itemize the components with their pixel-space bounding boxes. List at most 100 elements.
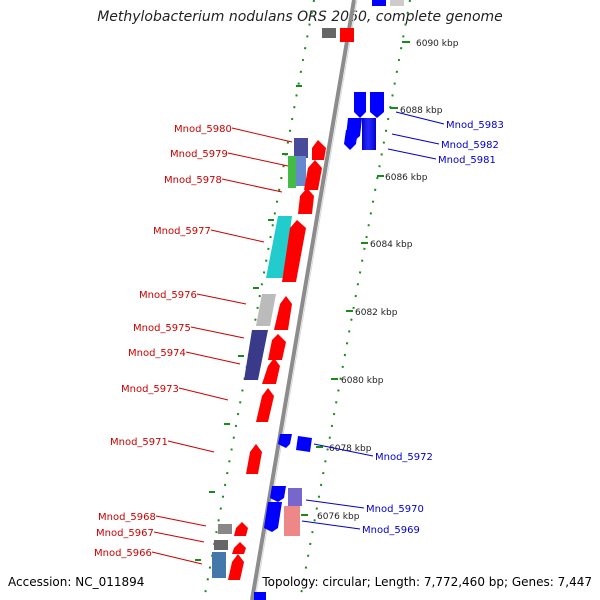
gene-label[interactable]: Mnod_5975: [133, 323, 191, 334]
gene-block[interactable]: [296, 436, 312, 452]
gene-block[interactable]: [344, 130, 358, 150]
gene-label[interactable]: Mnod_5981: [438, 155, 496, 166]
gene-block[interactable]: [212, 552, 226, 578]
label-leader: [305, 499, 365, 509]
gene-block[interactable]: [218, 524, 232, 534]
scale-tick: 6086 kbp: [377, 173, 428, 183]
gene-label[interactable]: Mnod_5972: [375, 452, 433, 463]
gene-label[interactable]: Mnod_5966: [94, 548, 152, 559]
gene-block[interactable]: [354, 92, 366, 118]
gene-block-partial[interactable]: [372, 0, 386, 6]
gene-block[interactable]: [282, 220, 306, 282]
label-leader: [231, 127, 293, 143]
left-track-ticks: [195, 85, 302, 561]
gene-cluster-5966-5968[interactable]: [212, 522, 248, 580]
gene-block[interactable]: [284, 506, 300, 536]
gene-block[interactable]: [296, 156, 306, 186]
scale-tick: 6090 kbp: [402, 39, 459, 49]
gene-cluster-5972[interactable]: [278, 434, 312, 452]
gene-cluster-5978-5980[interactable]: [288, 138, 326, 214]
gene-block[interactable]: [256, 294, 276, 326]
gene-cluster-5974-5976[interactable]: [244, 294, 292, 384]
gene-block[interactable]: [268, 334, 286, 360]
gene-block[interactable]: [294, 138, 308, 158]
accession-text: Accession: NC_011894: [8, 575, 145, 589]
gene-block[interactable]: [304, 160, 322, 190]
scale-tick-label: 6076 kbp: [317, 512, 360, 522]
label-leader: [221, 178, 283, 193]
scale-tick: 6080 kbp: [331, 376, 384, 386]
gene-label[interactable]: Mnod_5978: [164, 175, 222, 186]
gene-block[interactable]: [370, 92, 384, 118]
gene-block[interactable]: [278, 434, 292, 448]
gene-block[interactable]: [274, 296, 292, 330]
label-leader: [301, 520, 361, 530]
label-leader: [151, 551, 203, 565]
gene-block[interactable]: [298, 188, 314, 214]
gene-block[interactable]: [288, 488, 302, 506]
scale-tick-label: 6078 kbp: [329, 444, 372, 454]
scale-tick-label: 6082 kbp: [355, 308, 398, 318]
scale-tick-label: 6080 kbp: [341, 376, 384, 386]
gene-label[interactable]: Mnod_5971: [110, 437, 168, 448]
gene-block-partial[interactable]: [254, 592, 266, 600]
gene-block[interactable]: [264, 502, 282, 532]
gene-label[interactable]: Mnod_5974: [128, 348, 186, 359]
gene-cluster-5969-5970[interactable]: [264, 486, 302, 536]
gene-block[interactable]: [244, 330, 268, 380]
gene-block[interactable]: [288, 156, 296, 188]
gene-block-partial[interactable]: [390, 0, 404, 6]
gene-label[interactable]: Mnod_5983: [446, 120, 504, 131]
gene-block[interactable]: [270, 486, 286, 502]
gene-block[interactable]: [312, 140, 326, 160]
gene-label[interactable]: Mnod_5977: [153, 226, 211, 237]
gene-block[interactable]: [246, 444, 262, 474]
label-leader: [190, 326, 245, 339]
gene-label[interactable]: Mnod_5969: [362, 525, 420, 536]
gene-label[interactable]: Mnod_5976: [139, 290, 197, 301]
gene-block[interactable]: [234, 522, 248, 536]
gene-label[interactable]: Mnod_5979: [170, 149, 228, 160]
label-leader: [196, 293, 247, 305]
label-leader: [167, 440, 215, 453]
gene-cluster-5981-5983[interactable]: [344, 92, 384, 150]
map-title: Methylobacterium nodulans ORS 2060, comp…: [97, 9, 503, 25]
gene-label[interactable]: Mnod_5967: [96, 528, 154, 539]
gene-block[interactable]: [214, 540, 228, 550]
gene-label[interactable]: Mnod_5973: [121, 384, 179, 395]
left-labels: Mnod_5980 Mnod_5979 Mnod_5978 Mnod_5977 …: [94, 124, 293, 565]
scale-tick-label: 6084 kbp: [370, 240, 413, 250]
gene-block-partial[interactable]: [322, 28, 336, 38]
scale-tick-label: 6086 kbp: [385, 173, 428, 183]
label-leader: [185, 351, 241, 365]
label-leader: [155, 515, 207, 527]
scale-tick: 6088 kbp: [390, 106, 443, 116]
label-leader: [178, 387, 229, 401]
scale-tick-label: 6090 kbp: [416, 39, 459, 49]
genome-backbone: [250, 0, 356, 600]
gene-label[interactable]: Mnod_5980: [174, 124, 232, 135]
gene-label[interactable]: Mnod_5982: [441, 140, 499, 151]
scale-tick: 6076 kbp: [301, 512, 360, 522]
gene-cluster-5971-5973[interactable]: [246, 388, 274, 474]
gene-block[interactable]: [262, 358, 280, 384]
gene-block-partial[interactable]: [340, 28, 354, 42]
scale-ticks: 6090 kbp 6088 kbp 6086 kbp 6084 kbp 6082…: [301, 39, 459, 522]
label-leader: [313, 443, 374, 457]
label-leader: [227, 152, 289, 167]
gene-label[interactable]: Mnod_5968: [98, 512, 156, 523]
top-partial-features[interactable]: [322, 0, 404, 42]
gene-block[interactable]: [232, 542, 246, 554]
gene-cluster-5977[interactable]: [266, 216, 306, 282]
gene-block[interactable]: [256, 388, 274, 422]
gene-label[interactable]: Mnod_5970: [366, 504, 424, 515]
scale-tick: 6084 kbp: [361, 240, 413, 250]
topology-text: Topology: circular; Length: 7,772,460 bp…: [262, 575, 592, 589]
label-leader: [387, 148, 437, 160]
genome-backbone-highlight: [254, 0, 358, 600]
label-leader: [210, 229, 265, 243]
scale-tick: 6078 kbp: [316, 444, 372, 454]
label-leader: [153, 531, 205, 543]
gene-block[interactable]: [228, 554, 244, 580]
